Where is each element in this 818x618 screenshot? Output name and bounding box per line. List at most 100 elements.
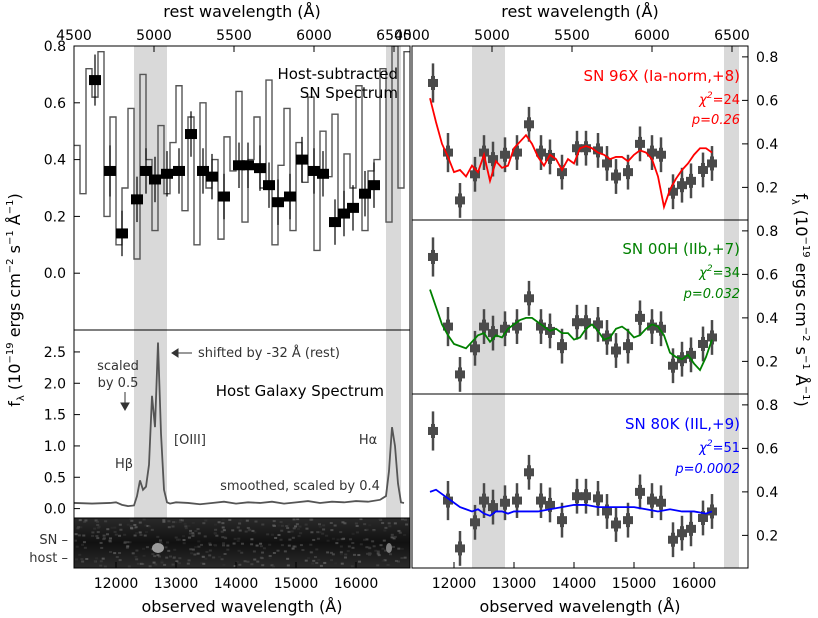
point-marker-cross	[671, 184, 675, 199]
binned-marker	[317, 168, 329, 179]
noise-pixel	[126, 523, 130, 526]
point-marker-cross	[458, 367, 462, 382]
noise-pixel	[204, 557, 208, 560]
data-point	[647, 483, 657, 518]
noise-pixel	[325, 534, 329, 537]
noise-pixel	[358, 560, 362, 563]
point-marker-cross	[659, 147, 663, 162]
noise-pixel	[331, 537, 335, 540]
noise-pixel	[397, 547, 401, 550]
noise-pixel	[309, 543, 313, 546]
data-point	[524, 106, 534, 142]
data-point	[656, 311, 666, 347]
noise-pixel	[74, 539, 78, 542]
top-tick-label: 5000	[136, 28, 172, 44]
point-marker-cross	[515, 145, 519, 160]
noise-pixel	[298, 525, 302, 528]
noise-pixel	[178, 562, 182, 565]
noise-pixel	[97, 525, 101, 528]
noise-pixel	[254, 520, 258, 523]
noise-pixel	[149, 563, 153, 566]
noise-pixel	[341, 521, 345, 524]
noise-pixel	[108, 540, 112, 543]
ytick-label: 2.0	[44, 376, 66, 392]
noise-pixel	[317, 558, 321, 561]
point-marker-cross	[659, 321, 663, 336]
noise-pixel	[220, 530, 224, 533]
noise-pixel	[243, 560, 247, 563]
noise-pixel	[334, 562, 338, 565]
noise-pixel	[81, 543, 85, 546]
noise-pixel	[363, 523, 367, 526]
noise-pixel	[296, 518, 300, 521]
data-point	[698, 500, 708, 536]
data-point	[593, 307, 603, 342]
noise-pixel	[138, 521, 142, 524]
noise-pixel	[191, 534, 195, 537]
noise-pixel	[191, 533, 195, 536]
svg-text:fλ (10−19 ergs cm−2 s−1 Å−1): fλ (10−19 ergs cm−2 s−1 Å−1)	[5, 193, 27, 407]
noise-pixel	[246, 526, 250, 529]
data-point	[524, 454, 534, 490]
data-point	[572, 130, 582, 166]
binned-point	[140, 148, 152, 194]
data-point	[668, 174, 678, 210]
noise-pixel	[85, 565, 89, 568]
noise-pixel	[271, 565, 275, 568]
binned-marker	[185, 129, 197, 140]
noise-pixel	[349, 538, 353, 541]
point-marker-cross	[503, 321, 507, 336]
data-point	[455, 183, 465, 218]
noise-pixel	[355, 524, 359, 527]
point-marker-cross	[650, 493, 654, 508]
noise-pixel	[208, 542, 212, 545]
data-point	[602, 146, 612, 181]
noise-pixel	[163, 563, 167, 566]
noise-pixel	[291, 536, 295, 539]
binned-marker	[140, 165, 152, 176]
binned-point	[368, 162, 380, 208]
noise-pixel	[280, 529, 284, 532]
noise-pixel	[312, 538, 316, 541]
point-marker-cross	[584, 315, 588, 330]
point-marker-cross	[596, 317, 600, 332]
noise-pixel	[93, 527, 97, 530]
noise-pixel	[214, 532, 218, 535]
point-marker-cross	[584, 141, 588, 156]
noise-pixel	[178, 557, 182, 560]
data-point	[557, 328, 567, 364]
point-marker-cross	[671, 532, 675, 547]
point-marker-cross	[575, 141, 579, 156]
noise-pixel	[326, 551, 330, 554]
noise-pixel	[187, 536, 191, 539]
ytick-label: 0.0	[44, 266, 66, 282]
noise-pixel	[381, 522, 385, 525]
noise-pixel	[212, 556, 216, 559]
data-point	[455, 531, 465, 566]
noise-pixel	[119, 528, 123, 531]
noise-pixel	[318, 523, 322, 526]
noise-pixel	[365, 538, 369, 541]
noise-pixel	[191, 521, 195, 524]
point-marker-cross	[710, 330, 714, 345]
noise-pixel	[312, 559, 316, 562]
noise-pixel	[123, 533, 127, 536]
point-marker-cross	[527, 117, 531, 132]
binned-marker	[233, 160, 245, 171]
noise-pixel	[222, 542, 226, 545]
noise-pixel	[277, 524, 281, 527]
noise-pixel	[374, 549, 378, 552]
noise-pixel	[400, 518, 404, 521]
noise-pixel	[400, 557, 404, 560]
noise-pixel	[175, 560, 179, 563]
noise-pixel	[259, 556, 263, 559]
noise-pixel	[99, 560, 103, 563]
noise-pixel	[221, 536, 225, 539]
noise-pixel	[347, 545, 351, 548]
noise-pixel	[191, 548, 195, 551]
noise-pixel	[74, 533, 78, 536]
noise-pixel	[141, 562, 145, 565]
noise-pixel	[371, 540, 375, 543]
host-spectrum-path	[74, 342, 405, 508]
point-marker-cross	[446, 319, 450, 334]
